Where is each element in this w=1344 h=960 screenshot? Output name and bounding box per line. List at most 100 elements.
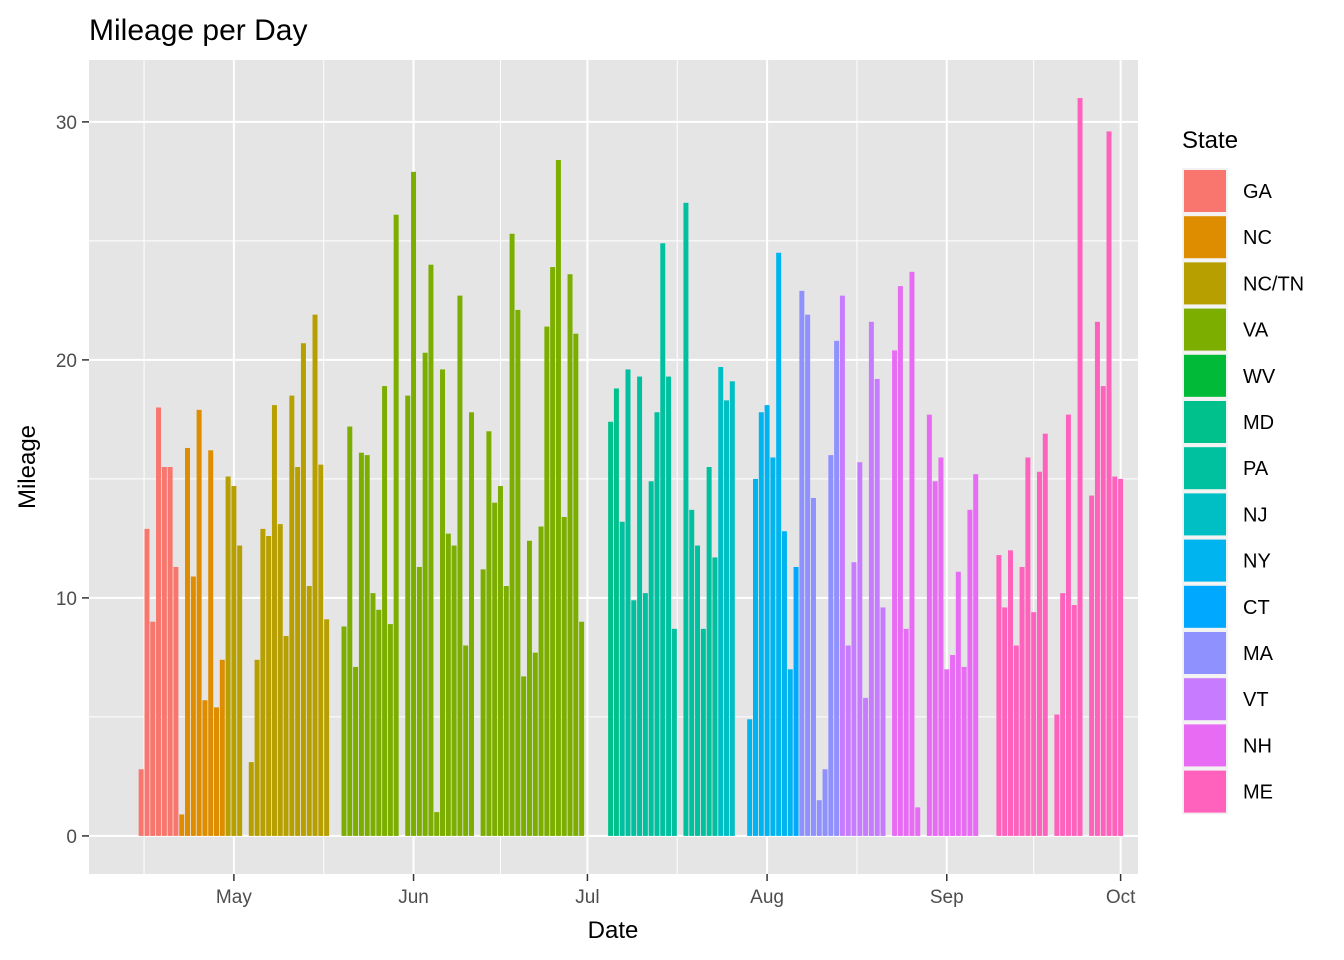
- bar-nc: [219, 659, 225, 836]
- bar-nh: [897, 286, 903, 836]
- bar-nc-tn: [324, 619, 330, 836]
- bar-va: [503, 586, 509, 836]
- bar-va: [486, 431, 492, 836]
- bar-nc-tn: [231, 486, 237, 836]
- legend-swatch-ny: [1184, 539, 1226, 582]
- legend-title: State: [1182, 127, 1238, 154]
- legend-swatch-ct: [1184, 585, 1226, 628]
- bar-nc-tn: [277, 524, 283, 836]
- bar-me: [1054, 714, 1060, 836]
- bar-me: [1036, 471, 1042, 836]
- bar-ga: [138, 769, 144, 836]
- bar-ny: [770, 457, 776, 836]
- bar-nc-tn: [289, 395, 295, 836]
- bar-vt: [851, 562, 857, 836]
- bar-va: [532, 652, 538, 836]
- bar-md: [613, 388, 619, 836]
- bar-va: [428, 264, 434, 836]
- bar-va: [550, 267, 556, 836]
- legend-label-vt: VT: [1243, 689, 1269, 711]
- bar-vt: [863, 697, 869, 836]
- bar-va: [370, 593, 376, 836]
- bar-me: [1025, 457, 1031, 836]
- bar-me: [1019, 566, 1025, 836]
- bar-ma: [799, 290, 805, 836]
- bar-nh: [938, 457, 944, 836]
- bar-ma: [805, 314, 811, 836]
- legend-label-md: MD: [1243, 412, 1274, 434]
- bar-nc-tn: [283, 635, 289, 836]
- bar-nc: [202, 700, 208, 836]
- bar-va: [376, 609, 382, 836]
- bar-va: [422, 352, 428, 836]
- bar-nj: [718, 367, 724, 836]
- bar-va: [497, 486, 503, 836]
- bar-va: [469, 412, 474, 836]
- legend-label-me: ME: [1243, 782, 1273, 804]
- bar-ny: [776, 252, 782, 836]
- bar-pa: [642, 593, 648, 836]
- bar-ma: [816, 800, 822, 836]
- bar-va: [561, 516, 567, 836]
- bar-nh: [903, 628, 909, 836]
- legend-swatch-ga: [1184, 170, 1226, 212]
- legend-label-ny: NY: [1243, 551, 1271, 573]
- bar-vt: [839, 295, 845, 836]
- legend-label-ga: GA: [1243, 181, 1273, 203]
- x-tick-label: May: [216, 887, 252, 908]
- bar-me: [1100, 386, 1106, 836]
- bar-vt: [874, 378, 880, 836]
- bar-me: [1077, 98, 1083, 836]
- bar-nc: [179, 814, 185, 836]
- bar-ny: [747, 719, 753, 836]
- legend-swatch-nj: [1184, 493, 1226, 536]
- legend-swatch-md: [1184, 401, 1226, 443]
- bar-nc-tn: [260, 528, 266, 836]
- bar-nj: [729, 381, 735, 836]
- bar-nh: [973, 474, 979, 836]
- legend-swatch-ma: [1184, 632, 1226, 674]
- x-tick-label: Jun: [398, 887, 429, 908]
- bar-va: [434, 812, 440, 836]
- bar-pa: [631, 600, 637, 836]
- bar-md: [608, 421, 614, 836]
- bar-va: [387, 624, 393, 836]
- legend: State GA NC NC/TN VA WV MD PA NJ NY CT MA VT NH ME: [1182, 127, 1304, 815]
- bar-pa: [625, 369, 631, 836]
- bar-ma: [822, 769, 828, 836]
- bar-ny: [753, 478, 758, 836]
- y-tick-label: 30: [56, 113, 77, 134]
- bar-me: [1106, 131, 1112, 836]
- legend-label-nj: NJ: [1243, 504, 1267, 526]
- bar-nc-tn: [248, 762, 254, 836]
- legend-swatch-nh: [1184, 724, 1226, 767]
- bar-pa: [712, 557, 718, 836]
- bar-va: [416, 566, 422, 836]
- bar-nc: [190, 576, 196, 836]
- x-axis: May Jun Jul Aug Sep Oct: [216, 874, 1136, 908]
- legend-swatch-me: [1184, 770, 1226, 813]
- bars: [138, 98, 1124, 836]
- bar-vt: [868, 321, 874, 836]
- bar-nc-tn: [312, 314, 318, 836]
- bar-ma: [834, 340, 840, 836]
- bar-ny: [758, 412, 764, 836]
- bar-va: [445, 533, 451, 836]
- bar-me: [1060, 593, 1066, 836]
- bar-pa: [671, 628, 677, 836]
- legend-swatch-pa: [1184, 447, 1226, 490]
- bar-ga: [144, 528, 150, 836]
- legend-swatch-nc: [1184, 216, 1226, 259]
- bar-va: [521, 676, 527, 836]
- bar-va: [364, 455, 370, 836]
- bar-va: [515, 309, 521, 836]
- legend-label-pa: PA: [1243, 458, 1269, 480]
- bar-nh: [915, 807, 921, 836]
- bar-vt: [845, 645, 851, 836]
- chart-title: Mileage per Day: [89, 14, 307, 47]
- bar-nc-tn: [306, 586, 312, 836]
- bar-pa: [683, 202, 689, 836]
- bar-nc: [185, 447, 191, 836]
- bar-pa: [695, 545, 701, 836]
